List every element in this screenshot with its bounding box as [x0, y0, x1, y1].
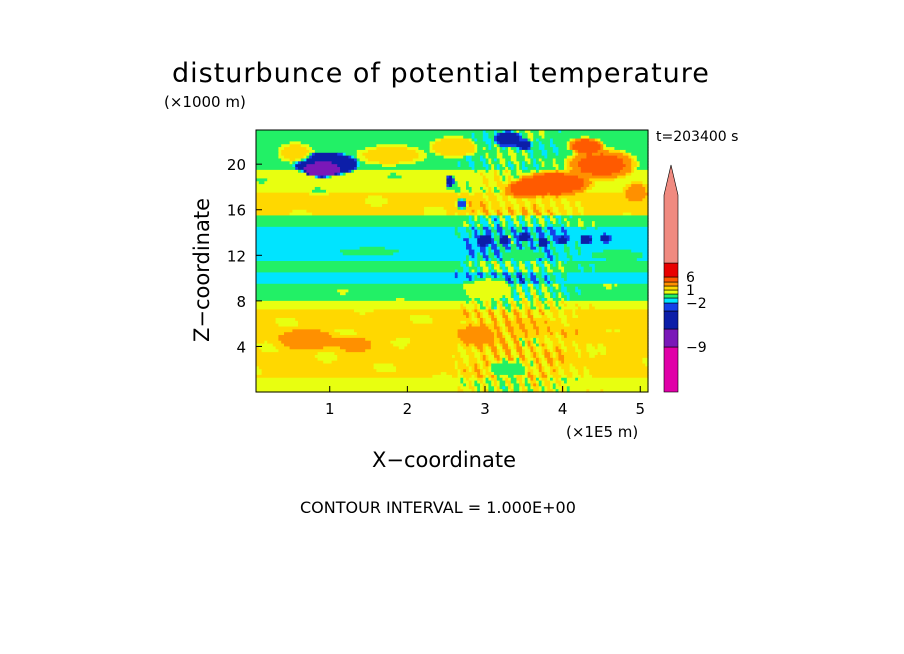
colorbar-swatch	[663, 293, 679, 299]
x-tick-label: 1	[325, 400, 335, 418]
x-axis-unit: (×1E5 m)	[566, 423, 639, 441]
colorbar-swatch	[663, 281, 679, 287]
x-tick-label: 3	[480, 400, 490, 418]
time-label: t=203400 s	[656, 129, 739, 145]
contour-field	[256, 130, 649, 393]
colorbar-swatch	[663, 310, 679, 330]
plot-frame	[255, 129, 649, 393]
colorbar-swatch	[663, 302, 679, 312]
y-tick-label: 8	[236, 293, 246, 311]
colorbar-swatch	[663, 262, 679, 278]
y-axis-label: Z−coordinate	[190, 198, 214, 342]
y-axis-unit: (×1000 m)	[164, 93, 246, 111]
x-tick-label: 5	[635, 400, 645, 418]
chart-title: disturbunce of potential temperature	[172, 58, 710, 89]
colorbar-swatch	[663, 164, 679, 264]
colorbar-swatch	[663, 285, 679, 291]
colorbar-swatch	[663, 297, 679, 304]
y-tick-label: 16	[227, 202, 246, 220]
x-tick-label: 4	[558, 400, 568, 418]
colorbar-label: 1	[686, 283, 695, 299]
colorbar-label: 6	[686, 270, 695, 286]
colorbar-swatch	[663, 346, 679, 393]
y-tick-label: 12	[227, 247, 246, 265]
colorbar-swatch	[663, 328, 679, 348]
colorbar-swatch	[663, 276, 679, 283]
x-axis-label: X−coordinate	[372, 448, 516, 472]
y-tick-label: 20	[227, 156, 246, 174]
colorbar-label: −9	[686, 340, 707, 356]
x-tick-label: 2	[403, 400, 413, 418]
y-tick-label: 4	[236, 338, 246, 356]
colorbar-swatch	[663, 289, 679, 295]
colorbar-label: −2	[686, 296, 707, 312]
colorbar: 61−2 −9	[663, 164, 707, 393]
contour-interval-footer: CONTOUR INTERVAL = 1.000E+00	[300, 498, 576, 517]
